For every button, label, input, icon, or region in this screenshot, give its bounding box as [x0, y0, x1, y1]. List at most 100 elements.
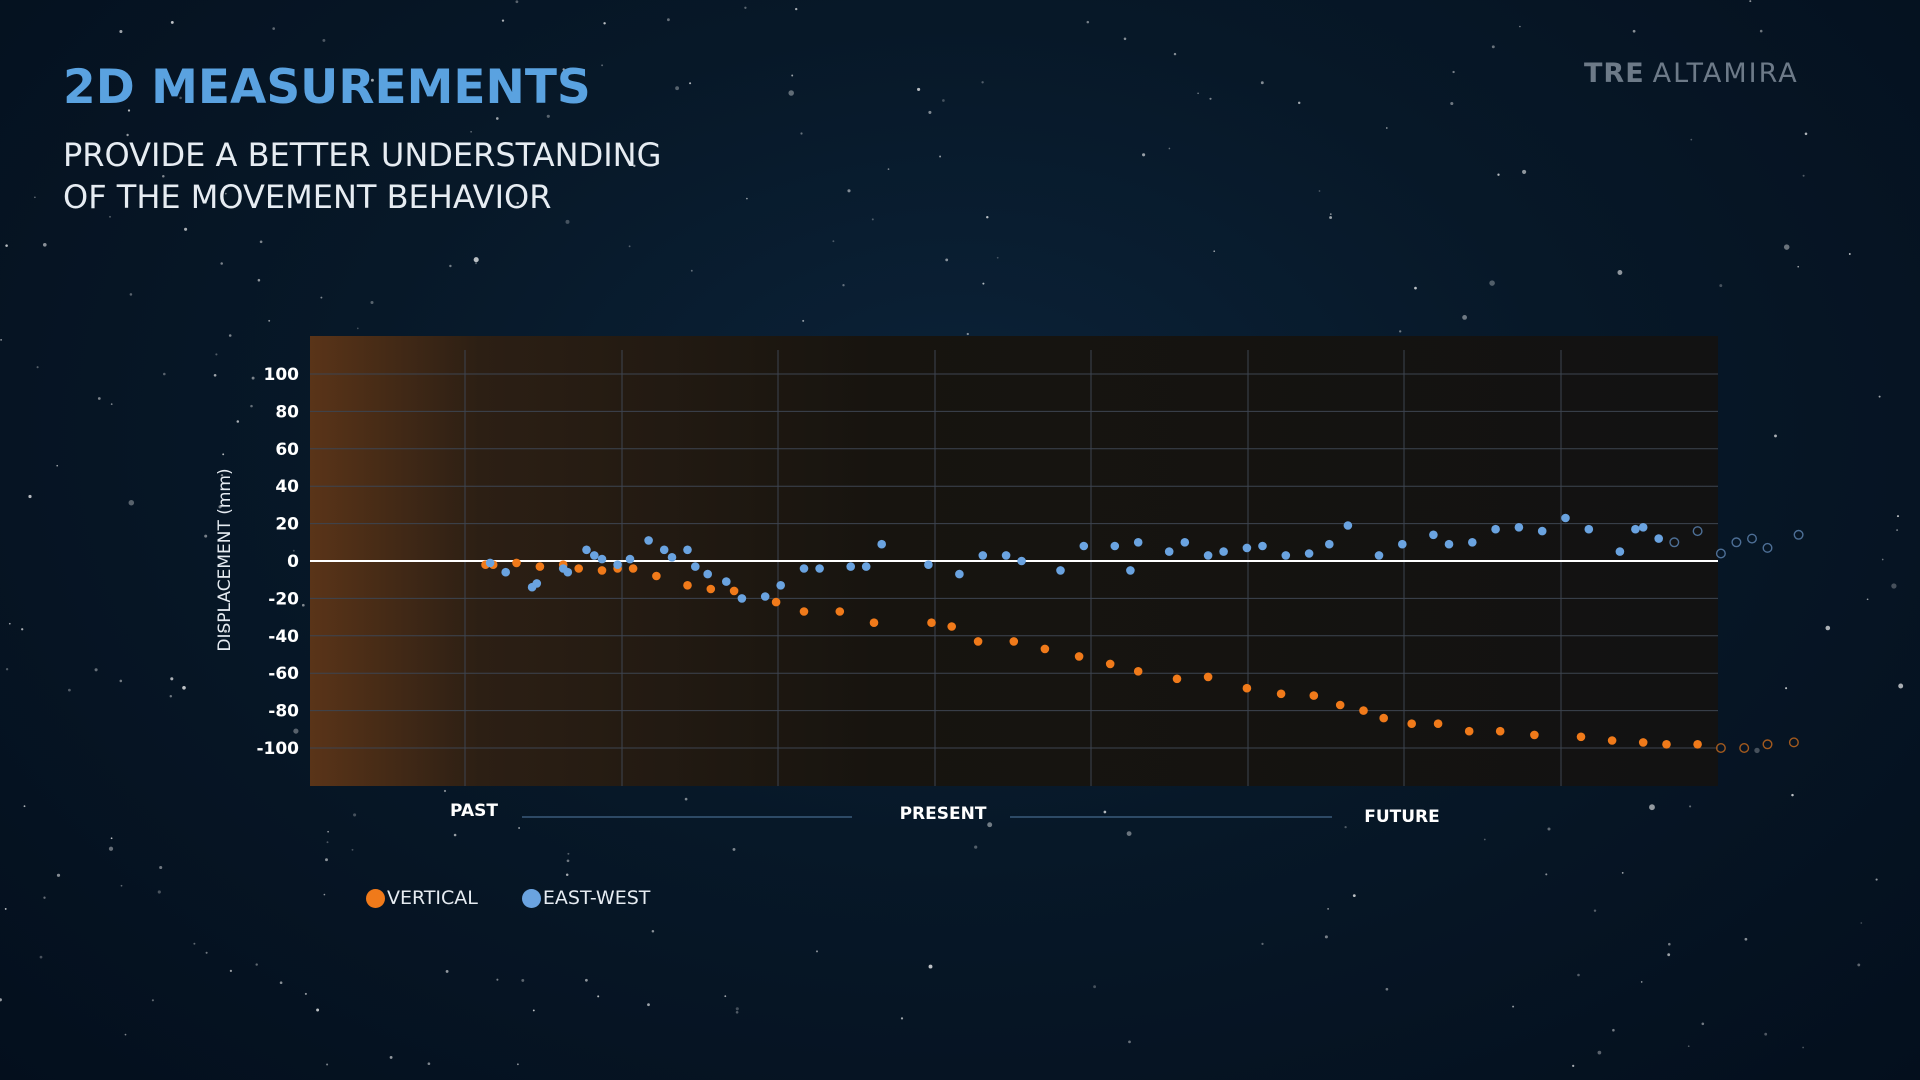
star	[1597, 1050, 1602, 1055]
star	[323, 893, 326, 896]
star	[585, 978, 588, 982]
star	[651, 930, 655, 933]
east-west-point	[485, 558, 495, 568]
star	[229, 969, 233, 973]
vertical-point	[973, 637, 983, 646]
legend-item-east-west: EAST-WEST	[521, 887, 650, 909]
star	[928, 964, 933, 969]
star	[453, 833, 457, 837]
east-west-point	[722, 577, 731, 586]
star	[56, 464, 59, 467]
star	[575, 70, 578, 73]
brand-logo-part2: ALTAMIRA	[1652, 58, 1799, 89]
east-west-point	[1258, 541, 1267, 551]
star	[1261, 942, 1264, 946]
star	[1497, 173, 1500, 176]
star	[1802, 174, 1805, 177]
star	[68, 688, 71, 692]
star	[124, 1033, 127, 1036]
star	[272, 27, 276, 30]
star	[236, 420, 240, 423]
east-west-point	[815, 564, 824, 573]
star	[268, 319, 271, 322]
star	[28, 494, 32, 499]
star	[1512, 1005, 1515, 1008]
star	[942, 99, 945, 102]
star	[1690, 138, 1693, 141]
star	[1519, 25, 1521, 28]
timeline-future-label: FUTURE	[1364, 807, 1440, 827]
star	[443, 789, 447, 793]
vertical-point	[1309, 691, 1319, 700]
vertical-point	[597, 566, 607, 575]
legend-vertical-label: VERTICAL	[387, 887, 478, 909]
star	[1667, 953, 1671, 957]
star	[1687, 1045, 1690, 1048]
star	[5, 244, 8, 247]
star	[1881, 558, 1884, 561]
star	[842, 284, 845, 287]
star	[293, 750, 297, 754]
star	[982, 282, 985, 285]
east-west-point	[1017, 556, 1026, 566]
vertical-point	[628, 564, 638, 573]
star	[847, 189, 851, 193]
east-west-forecast-point	[1731, 537, 1742, 548]
y-tick-label: -40	[268, 627, 299, 647]
east-west-point	[1615, 547, 1625, 556]
east-west-point	[760, 592, 770, 601]
star	[735, 1010, 739, 1014]
star	[1898, 683, 1904, 689]
page-subtitle: PROVIDE A BETTER UNDERSTANDING OF THE MO…	[63, 134, 763, 218]
east-west-point	[1343, 521, 1353, 530]
star	[370, 300, 374, 305]
east-west-point	[737, 594, 747, 603]
star	[120, 884, 123, 887]
east-west-point	[703, 569, 712, 579]
star	[517, 1063, 519, 1066]
y-axis-label: DISPLACEMENT (mm)	[215, 468, 235, 651]
east-west-forecast-point	[1715, 548, 1726, 559]
star	[170, 20, 174, 24]
brand-logo-part1: TRE	[1584, 58, 1645, 89]
star	[129, 293, 133, 296]
east-west-point	[1219, 547, 1228, 556]
east-west-point	[924, 560, 933, 569]
star	[1621, 872, 1624, 874]
star	[565, 873, 569, 877]
vertical-point	[1242, 683, 1252, 693]
star	[110, 837, 113, 840]
star	[110, 403, 113, 405]
star	[689, 82, 692, 85]
timeline: PAST PRESENT FUTURE	[450, 801, 1440, 827]
star	[945, 258, 949, 262]
east-west-point	[582, 545, 591, 555]
y-axis-ticks: 100 80 60 40 20 0 -20 -40 -60 -80 -100	[256, 365, 299, 759]
east-west-point	[1304, 549, 1314, 558]
star	[939, 155, 942, 158]
star	[1489, 280, 1495, 286]
star	[292, 549, 295, 552]
star	[320, 296, 323, 299]
star	[1173, 52, 1177, 56]
star	[1785, 687, 1788, 690]
star	[127, 109, 131, 112]
star	[193, 942, 196, 945]
vertical-point	[1638, 738, 1648, 747]
east-west-point	[955, 569, 964, 579]
star	[34, 196, 36, 199]
star	[871, 218, 874, 221]
star	[250, 404, 253, 408]
star	[417, 157, 420, 160]
star	[795, 7, 798, 11]
legend-item-vertical: VERTICAL	[366, 887, 478, 909]
star	[224, 629, 227, 633]
east-west-point	[1079, 541, 1089, 551]
east-west-point	[1110, 541, 1120, 551]
star	[1875, 878, 1878, 881]
star	[690, 269, 693, 272]
star	[259, 240, 263, 244]
star	[170, 677, 174, 681]
vertical-point	[1530, 730, 1539, 740]
star	[1744, 937, 1748, 941]
